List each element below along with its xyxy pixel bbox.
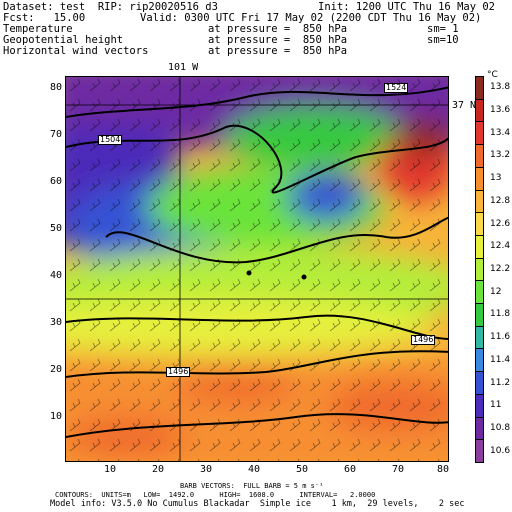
legend-level-label: 12.6 [490,218,511,229]
field-level-temperature: at pressure = 850 hPa [208,23,348,35]
dataset-label: Dataset: test RIP: rip20020516 d3 [3,1,218,13]
color-legend [475,76,484,463]
x-tick: 80 [437,464,450,475]
x-tick: 20 [152,464,165,475]
map-svg [66,77,448,461]
legend-swatch [475,166,484,191]
legend-level-label: 13 [490,173,502,184]
y-tick: 40 [50,270,63,281]
legend-swatch [475,257,484,282]
legend-swatch [475,393,484,418]
legend-level-label: 13.4 [490,127,511,138]
reference-lines [66,77,448,461]
y-tick: 30 [50,317,63,328]
legend-swatch [475,325,484,350]
y-tick: 20 [50,364,63,375]
legend-swatch [475,121,484,146]
legend-swatch [475,98,484,123]
field-name-temperature: Temperature [3,23,73,35]
height-contours [66,86,448,438]
field-name-geopotential: Geopotential height [3,34,124,46]
y-tick: 70 [50,129,63,140]
x-tick: 10 [104,464,117,475]
legend-level-label: 11.4 [490,354,511,365]
legend-level-label: 12.8 [490,195,511,206]
contour-info: CONTOURS: UNITS=m LOW= 1492.0 HIGH= 1608… [55,491,376,499]
legend-level-label: 13.6 [490,105,511,116]
legend-swatch [475,348,484,373]
legend-level-label: 12 [490,286,502,297]
legend-swatch [475,416,484,441]
legend-swatch [475,234,484,259]
legend-swatch [475,439,484,463]
map-plot: 1524 1504 1496 1496 [65,76,449,462]
contour-label-2: 1504 [98,135,123,145]
x-tick: 50 [296,464,309,475]
legend-level-label: 11.6 [490,332,511,343]
barb-info: BARB VECTORS: FULL BARB = 5 m s⁻¹ [180,482,324,490]
model-info: Model info: V3.5.0 No Cumulus Blackadar … [50,499,465,509]
station-markers [246,270,307,280]
field-smooth-temperature: sm= 1 [427,23,459,35]
legend-swatch [475,212,484,236]
legend-level-label: 11.8 [490,309,511,320]
legend-swatch [475,303,484,327]
forecast-hour: Fcst: 15.00 [3,12,86,24]
legend-level-label: 10.6 [490,445,511,456]
legend-level-label: 10.8 [490,422,511,433]
contour-label-1: 1524 [384,83,409,93]
contour-label-4: 1496 [411,335,436,345]
field-smooth-geopotential: sm=10 [427,34,459,46]
contour-label-3: 1496 [166,367,191,377]
legend-unit: °C [487,70,498,80]
latitude-label: 37 N [452,100,477,111]
x-tick: 30 [200,464,213,475]
legend-level-label: 12.2 [490,264,511,274]
legend-level-label: 12.4 [490,241,511,252]
legend-swatch [475,144,484,168]
field-level-wind: at pressure = 850 hPa [208,45,348,57]
legend-swatch [475,76,484,100]
legend-level-label: 11 [490,400,502,411]
legend-level-label: 11.2 [490,377,511,388]
y-tick: 60 [50,176,63,187]
valid-time: Valid: 0300 UTC Fri 17 May 02 (2200 CDT … [140,12,482,24]
legend-level-label: 13.8 [490,82,511,93]
legend-level-label: 13.2 [490,150,511,161]
y-tick: 10 [50,411,63,422]
field-name-wind: Horizontal wind vectors [3,45,149,57]
legend-swatch [475,280,484,305]
y-tick: 50 [50,223,63,234]
legend-swatch [475,371,484,395]
field-level-geopotential: at pressure = 850 hPa [208,34,348,46]
x-tick: 60 [344,464,357,475]
longitude-label: 101 W [168,62,199,73]
x-tick: 70 [392,464,405,475]
x-tick: 40 [248,464,261,475]
init-time: Init: 1200 UTC Thu 16 May 02 [318,1,496,13]
legend-swatch [475,189,484,214]
y-tick: 80 [50,82,63,93]
